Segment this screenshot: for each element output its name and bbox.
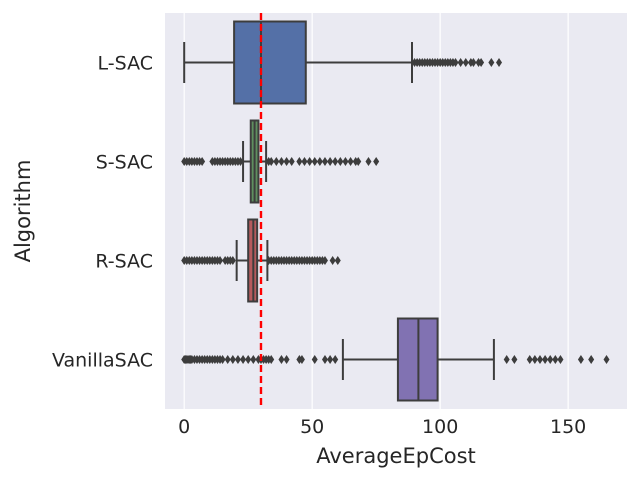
x-tick-labels: 0 50 100 150: [178, 416, 586, 438]
outlier-s-sac-24: [283, 157, 290, 166]
outlier-l-sac-18: [462, 58, 469, 67]
x-tick-label-100: 100: [422, 416, 458, 438]
outlier-vanillasac-40: [511, 355, 518, 364]
outlier-s-sac-39: [365, 157, 372, 166]
outlier-s-sac-28: [306, 157, 313, 166]
outlier-l-sac-24: [496, 58, 503, 67]
x-tick-label-150: 150: [550, 416, 586, 438]
outlier-vanillasac-21: [234, 355, 241, 364]
outlier-s-sac-25: [288, 157, 295, 166]
outlier-vanillasac-34: [298, 355, 305, 364]
box-group-vanillasac: [181, 317, 610, 402]
outlier-vanillasac-38: [332, 355, 339, 364]
outlier-vanillasac-50: [603, 355, 610, 364]
outlier-s-sac-38: [355, 157, 362, 166]
outlier-s-sac-7: [199, 157, 206, 166]
outlier-vanillasac-20: [229, 355, 236, 364]
outlier-l-sac-20: [470, 58, 477, 67]
outlier-vanillasac-23: [245, 355, 252, 364]
outlier-vanillasac-32: [283, 355, 290, 364]
outlier-vanillasac-44: [542, 355, 549, 364]
outlier-vanillasac-48: [577, 355, 584, 364]
outlier-l-sac-16: [452, 58, 459, 67]
outlier-s-sac-19: [237, 157, 244, 166]
y-tick-label-s-sac: S-SAC: [96, 152, 153, 174]
outlier-vanillasac-45: [547, 355, 554, 364]
outlier-l-sac-17: [457, 58, 464, 67]
outlier-vanillasac-22: [240, 355, 247, 364]
outlier-r-sac-18: [229, 256, 236, 265]
box-group-l-sac: [183, 20, 503, 105]
outlier-vanillasac-46: [552, 355, 559, 364]
x-axis-label: AverageEpCost: [316, 444, 476, 468]
y-tick-labels: L-SAC S-SAC R-SAC VanillaSAC: [52, 53, 153, 372]
outlier-vanillasac-36: [321, 355, 328, 364]
outlier-vanillasac-49: [588, 355, 595, 364]
x-tick-label-50: 50: [300, 416, 324, 438]
outlier-s-sac-21: [268, 157, 275, 166]
outlier-s-sac-40: [373, 157, 380, 166]
outlier-s-sac-27: [301, 157, 308, 166]
y-tick-label-l-sac: L-SAC: [98, 53, 153, 75]
outlier-vanillasac-24: [250, 355, 257, 364]
box-group-r-sac: [181, 218, 341, 303]
outlier-vanillasac-30: [268, 355, 275, 364]
box-group-s-sac: [181, 119, 380, 204]
outlier-r-sac-14: [217, 256, 224, 265]
outlier-s-sac-34: [337, 157, 344, 166]
outlier-l-sac-22: [478, 58, 485, 67]
outlier-r-sac-43: [334, 256, 341, 265]
outlier-s-sac-36: [347, 157, 354, 166]
outlier-vanillasac-47: [557, 355, 564, 364]
outlier-vanillasac-18: [219, 355, 226, 364]
outlier-s-sac-30: [316, 157, 323, 166]
outlier-vanillasac-35: [311, 355, 318, 364]
outlier-vanillasac-19: [224, 355, 231, 364]
y-tick-label-r-sac: R-SAC: [95, 251, 153, 273]
boxes: [181, 20, 610, 402]
outlier-s-sac-31: [321, 157, 328, 166]
outlier-s-sac-26: [296, 157, 303, 166]
box-l-sac: [233, 20, 307, 105]
outlier-s-sac-23: [278, 157, 285, 166]
outlier-vanillasac-39: [503, 355, 510, 364]
outlier-r-sac-41: [321, 256, 328, 265]
outlier-s-sac-29: [311, 157, 318, 166]
y-axis-label: Algorithm: [11, 160, 35, 263]
outlier-vanillasac-41: [526, 355, 533, 364]
outlier-vanillasac-43: [536, 355, 543, 364]
outlier-vanillasac-37: [327, 355, 334, 364]
outlier-s-sac-32: [327, 157, 334, 166]
x-tick-label-0: 0: [178, 416, 190, 438]
outlier-s-sac-33: [332, 157, 339, 166]
outlier-r-sac-42: [329, 256, 336, 265]
outlier-vanillasac-31: [278, 355, 285, 364]
outlier-vanillasac-42: [531, 355, 538, 364]
y-tick-label-vanillasac: VanillaSAC: [52, 350, 153, 372]
outlier-l-sac-23: [488, 58, 495, 67]
outlier-s-sac-35: [342, 157, 349, 166]
outlier-s-sac-22: [273, 157, 280, 166]
